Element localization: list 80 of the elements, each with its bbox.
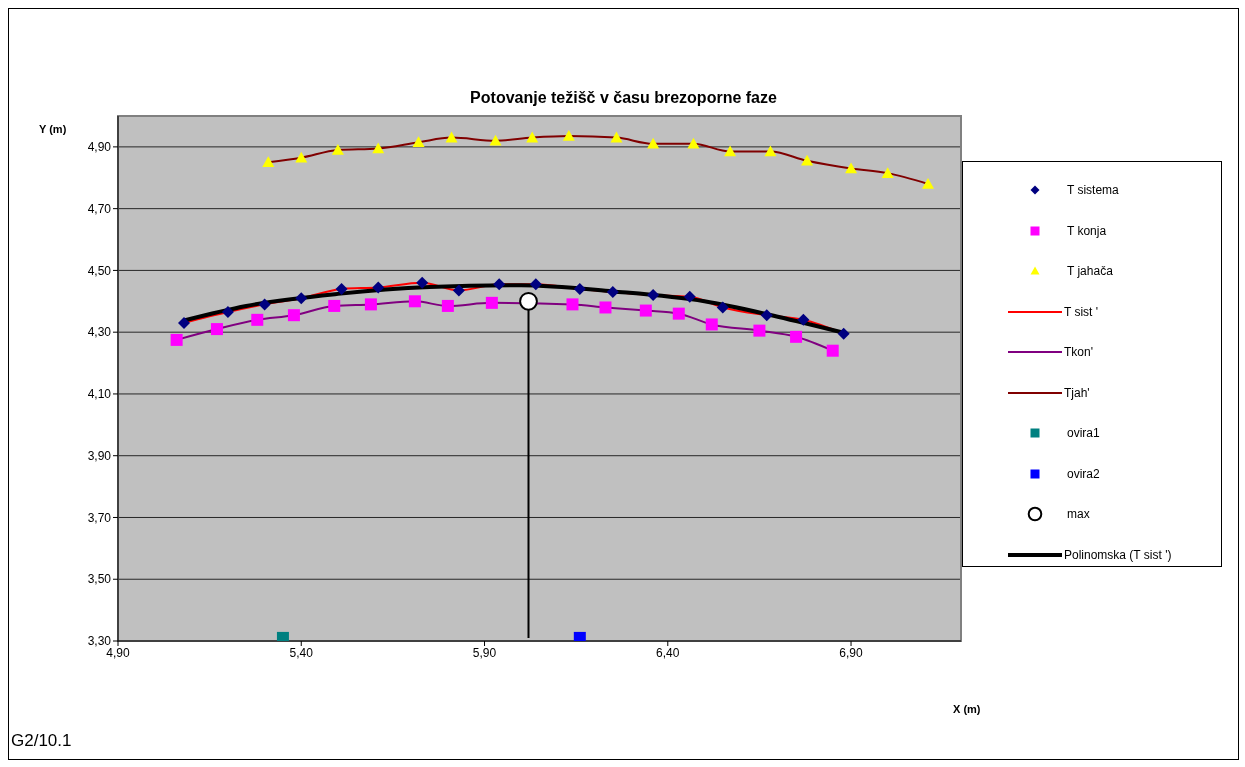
point (526, 131, 539, 143)
legend-label: max (1067, 507, 1090, 522)
y-tick-label: 4,50 (87, 263, 112, 278)
point (251, 313, 264, 326)
text: G2/10.1 (11, 731, 72, 751)
y-tick-label: 4,90 (87, 140, 112, 155)
point (705, 318, 718, 331)
point (408, 295, 421, 308)
point (826, 344, 839, 357)
point (639, 304, 652, 317)
y-tick-label: 3,70 (87, 510, 112, 525)
legend-label: Polinomska (T sist ') (1064, 547, 1172, 562)
chart-title: Potovanje težišč v času brezoporne faze (469, 89, 778, 107)
point (837, 327, 850, 340)
legend-label: ovira2 (1067, 466, 1100, 481)
point (445, 131, 458, 143)
point (716, 301, 729, 314)
point (760, 309, 773, 322)
point (672, 307, 685, 320)
point (221, 306, 234, 319)
legend-label: Tjah' (1064, 385, 1090, 400)
point (683, 290, 696, 303)
point (364, 298, 377, 311)
point (610, 131, 623, 143)
y-axis-title: Y (m) (39, 123, 67, 135)
x-tick-label: 6,90 (839, 645, 864, 660)
point (790, 330, 803, 343)
point (764, 145, 777, 157)
point (258, 298, 271, 311)
point (295, 151, 308, 163)
point (372, 281, 385, 294)
point (331, 143, 344, 155)
point (566, 298, 579, 311)
point (519, 291, 538, 311)
point (801, 154, 814, 166)
point (262, 156, 275, 168)
legend-label: T jahača (1067, 264, 1113, 279)
legend-label: T konja (1067, 223, 1107, 238)
legend-label: T sist ' (1064, 304, 1099, 319)
point (416, 276, 429, 289)
y-tick-label: 4,10 (87, 387, 112, 402)
legend-label: T sistema (1067, 183, 1119, 198)
x-axis-title: X (m) (953, 703, 981, 715)
point (573, 282, 586, 295)
point (295, 292, 308, 305)
point (210, 323, 223, 336)
point (647, 289, 660, 302)
y-tick-label: 4,30 (87, 325, 112, 340)
point (489, 134, 502, 146)
point (452, 284, 465, 297)
y-tick-label: 4,70 (87, 201, 112, 216)
point (328, 299, 341, 312)
point (647, 137, 660, 149)
point (287, 309, 300, 322)
point (797, 313, 810, 326)
point (529, 278, 542, 291)
point (724, 145, 737, 157)
point (170, 333, 183, 346)
y-tick-label: 3,90 (87, 448, 112, 463)
point (177, 316, 190, 329)
point (753, 324, 766, 337)
x-tick-label: 6,40 (656, 645, 680, 660)
point (485, 296, 498, 309)
point (441, 299, 454, 312)
point (335, 282, 348, 295)
x-tick-label: 5,40 (289, 645, 314, 660)
point (372, 142, 385, 154)
legend-label: Tkon' (1064, 345, 1093, 360)
point (687, 137, 700, 149)
x-tick-label: 5,90 (472, 645, 497, 660)
point (599, 301, 612, 314)
point (922, 177, 935, 189)
point (845, 162, 858, 174)
y-tick-label: 3,50 (87, 572, 112, 587)
point (881, 167, 894, 178)
point (606, 286, 619, 299)
point (493, 278, 506, 291)
point (412, 136, 425, 148)
legend-label: ovira1 (1067, 426, 1100, 441)
point (562, 130, 575, 141)
